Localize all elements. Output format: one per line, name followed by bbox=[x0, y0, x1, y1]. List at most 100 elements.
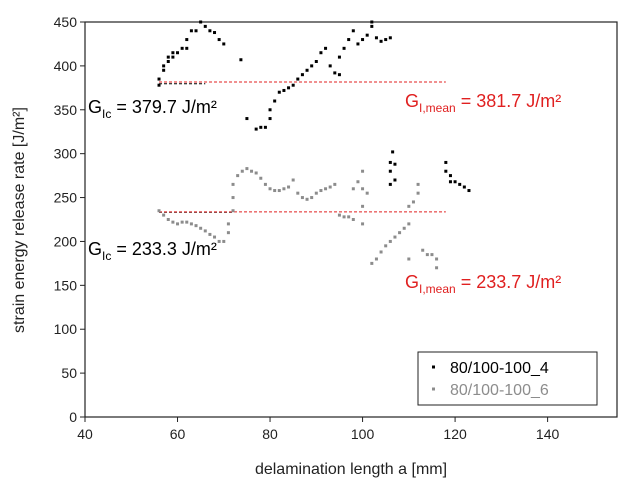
data-point bbox=[328, 185, 332, 189]
data-point bbox=[268, 117, 272, 121]
data-point bbox=[342, 46, 346, 50]
data-point bbox=[407, 257, 411, 261]
data-point bbox=[467, 189, 471, 193]
legend-label: 80/100-100_6 bbox=[450, 382, 549, 399]
data-point bbox=[189, 222, 193, 226]
data-point bbox=[402, 226, 406, 230]
data-point bbox=[328, 64, 332, 68]
data-point bbox=[361, 187, 365, 191]
data-point bbox=[166, 55, 170, 59]
data-point bbox=[393, 162, 397, 166]
x-tick-label: 120 bbox=[443, 426, 467, 442]
data-point bbox=[254, 127, 258, 131]
annotation-sub: I,mean bbox=[419, 282, 456, 296]
data-point bbox=[347, 215, 351, 219]
data-point bbox=[319, 51, 323, 55]
data-point bbox=[458, 182, 462, 186]
data-point bbox=[213, 31, 217, 35]
annotation-rest: = 381.7 J/m² bbox=[456, 91, 562, 111]
data-point bbox=[425, 253, 429, 257]
annotation-base: G bbox=[405, 91, 419, 111]
legend-label: 80/100-100_4 bbox=[450, 360, 549, 377]
y-tick-label: 50 bbox=[61, 365, 77, 381]
annotation-base: G bbox=[405, 272, 419, 292]
data-point bbox=[448, 180, 452, 184]
data-point bbox=[282, 187, 286, 191]
data-point bbox=[337, 73, 341, 77]
data-point bbox=[305, 197, 309, 201]
annotation-sub: Ic bbox=[102, 107, 111, 121]
data-point bbox=[319, 189, 323, 193]
data-point bbox=[217, 239, 221, 243]
data-point bbox=[236, 174, 240, 178]
x-tick-label: 100 bbox=[351, 426, 375, 442]
data-point bbox=[171, 51, 175, 55]
data-point bbox=[166, 60, 170, 63]
data-point bbox=[222, 239, 226, 243]
data-point bbox=[208, 232, 212, 236]
data-point bbox=[324, 46, 328, 50]
data-point bbox=[351, 187, 355, 191]
data-point bbox=[374, 257, 378, 261]
data-point bbox=[333, 71, 337, 75]
data-point bbox=[291, 178, 295, 182]
x-axis-label: delamination length a [mm] bbox=[255, 461, 447, 478]
y-tick-label: 350 bbox=[54, 102, 78, 118]
x-tick-label: 60 bbox=[170, 426, 186, 442]
data-point bbox=[259, 176, 263, 180]
data-point bbox=[231, 196, 235, 200]
data-point bbox=[365, 191, 369, 195]
annotation-base: G bbox=[88, 97, 102, 117]
data-point bbox=[166, 218, 170, 221]
data-point bbox=[370, 20, 374, 24]
y-tick-label: 250 bbox=[54, 190, 78, 206]
legend-marker bbox=[432, 387, 435, 391]
annotation: GI,mean = 233.7 J/m² bbox=[405, 272, 561, 296]
data-point bbox=[337, 213, 341, 217]
data-point bbox=[273, 99, 277, 103]
data-point bbox=[435, 266, 439, 270]
data-point bbox=[259, 125, 263, 129]
x-tick-label: 40 bbox=[77, 426, 93, 442]
data-point bbox=[157, 83, 161, 87]
plot-frame bbox=[84, 21, 618, 418]
data-point bbox=[384, 38, 388, 42]
y-tick-label: 400 bbox=[54, 58, 78, 74]
data-point bbox=[361, 38, 365, 42]
data-point bbox=[388, 36, 392, 40]
x-tick-label: 140 bbox=[536, 426, 560, 442]
data-point bbox=[374, 36, 378, 40]
data-point bbox=[277, 90, 281, 94]
data-point bbox=[189, 29, 193, 33]
data-point bbox=[388, 160, 392, 164]
data-point bbox=[356, 180, 360, 184]
data-point bbox=[199, 20, 203, 24]
data-point bbox=[291, 83, 295, 87]
data-point bbox=[384, 244, 388, 248]
annotation-rest: = 233.3 J/m² bbox=[111, 239, 217, 259]
y-axis-label: strain energy release rate [J/m²] bbox=[11, 107, 28, 333]
data-point bbox=[388, 169, 392, 173]
data-point bbox=[287, 185, 291, 189]
data-point bbox=[226, 222, 230, 226]
data-point bbox=[263, 182, 267, 186]
annotation-sub: Ic bbox=[102, 249, 111, 263]
data-point bbox=[416, 191, 420, 195]
data-point bbox=[226, 231, 230, 235]
data-point bbox=[250, 169, 254, 173]
data-point bbox=[337, 55, 341, 59]
data-point bbox=[361, 204, 365, 208]
legend-marker bbox=[432, 365, 435, 369]
data-point bbox=[300, 73, 304, 77]
y-tick-label: 0 bbox=[69, 409, 77, 425]
data-point bbox=[448, 174, 452, 178]
data-point bbox=[324, 187, 328, 191]
data-point bbox=[222, 42, 226, 46]
data-point bbox=[268, 108, 272, 112]
y-tick-label: 450 bbox=[54, 14, 78, 30]
data-point bbox=[365, 33, 369, 37]
data-point bbox=[171, 55, 175, 59]
x-tick-label: 80 bbox=[262, 426, 278, 442]
data-point bbox=[351, 29, 355, 33]
